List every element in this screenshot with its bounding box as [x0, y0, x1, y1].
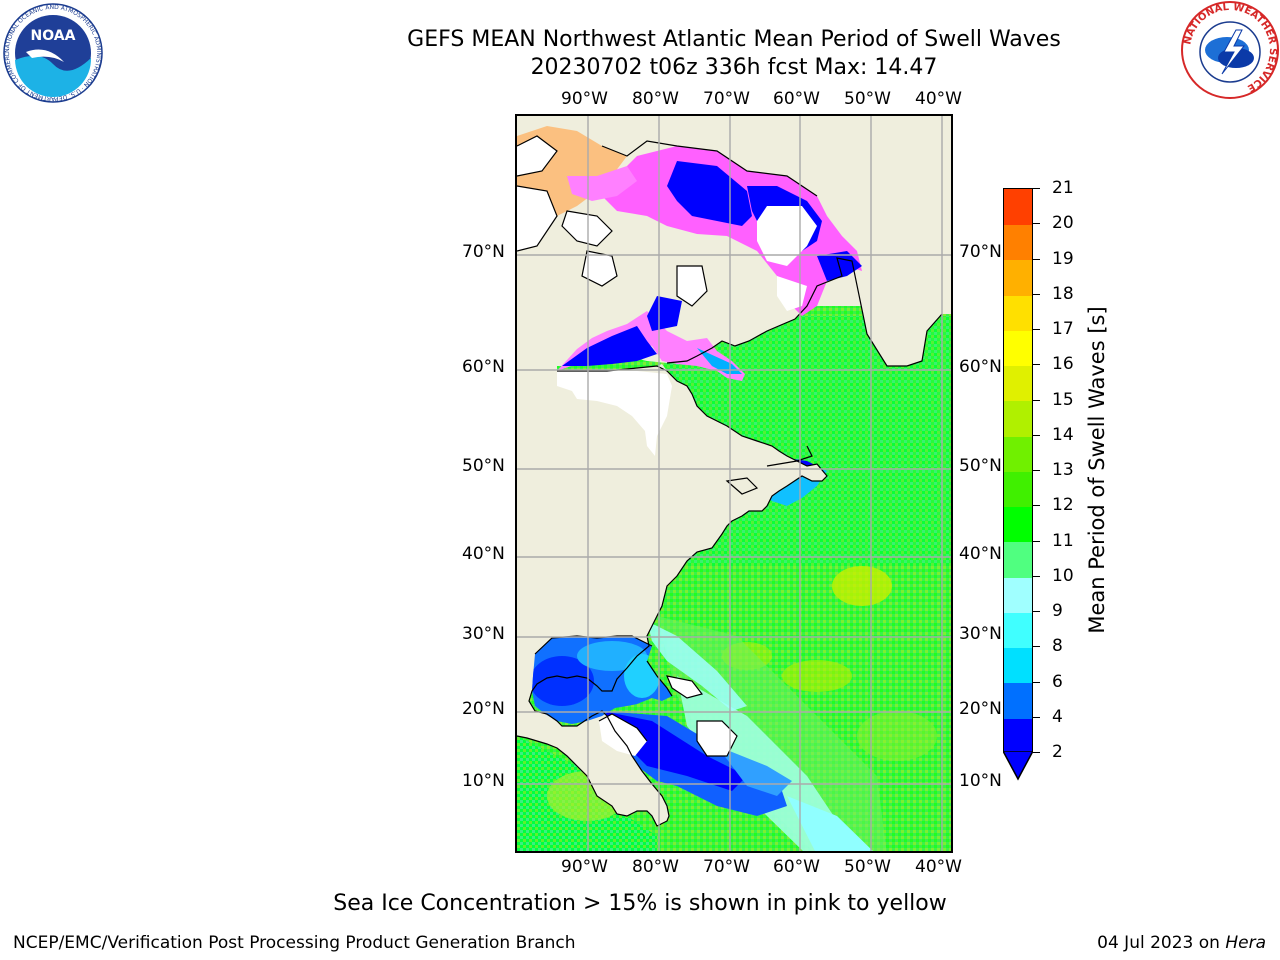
colorbar-segment: [1004, 365, 1032, 402]
colorbar-segment: [1004, 717, 1032, 754]
colorbar-tick: [1033, 470, 1040, 471]
lon-label-bottom: 80°W: [632, 857, 679, 877]
colorbar-tick: [1033, 540, 1040, 542]
noaa-logo-text: NOAA: [31, 28, 76, 44]
colorbar-tick-label: 4: [1052, 706, 1063, 727]
colorbar-tick-label: 15: [1052, 389, 1074, 410]
colorbar-segment: [1004, 647, 1032, 684]
colorbar-segment: [1004, 682, 1032, 719]
lat-label-right: 70°N: [959, 242, 1002, 262]
colorbar-tick: [1033, 293, 1040, 295]
colorbar-tick: [1033, 575, 1040, 577]
colorbar-extend-triangle: [1003, 751, 1033, 781]
colorbar-tick: [1033, 716, 1040, 718]
coastlines: [517, 135, 943, 827]
colorbar-segment: [1004, 576, 1032, 613]
lat-label-right: 40°N: [959, 544, 1002, 564]
lat-label-left: 50°N: [462, 456, 505, 476]
colorbar-tick-label: 21: [1052, 178, 1074, 198]
lon-label-top: 90°W: [561, 89, 608, 109]
lon-label-top: 60°W: [773, 89, 820, 109]
colorbar-tick: [1033, 399, 1040, 401]
colorbar-segment: [1004, 541, 1032, 578]
colorbar-segment: [1004, 259, 1032, 296]
colorbar-segment: [1004, 471, 1032, 507]
colorbar-tick: [1033, 505, 1040, 507]
graticule: [517, 116, 951, 851]
colorbar-tick: [1033, 188, 1040, 189]
lat-label-right: 30°N: [959, 624, 1002, 644]
lat-label-left: 40°N: [462, 544, 505, 564]
lat-label-right: 50°N: [959, 456, 1002, 476]
colorbar-tick-label: 17: [1052, 319, 1074, 339]
colorbar-segment: [1004, 189, 1032, 225]
colorbar-tick-label: 14: [1052, 424, 1074, 445]
colorbar: [1003, 188, 1033, 754]
lon-label-bottom: 40°W: [915, 857, 962, 877]
colorbar-segment: [1004, 224, 1032, 261]
colorbar-segment: [1004, 506, 1032, 543]
lon-label-top: 70°W: [703, 89, 750, 109]
lat-label-left: 30°N: [462, 624, 505, 644]
map-canvas: [517, 116, 951, 851]
colorbar-tick-label: 18: [1052, 283, 1074, 304]
colorbar-segment: [1004, 330, 1032, 366]
sea-ice-caption: Sea Ice Concentration > 15% is shown in …: [333, 891, 947, 916]
lon-label-bottom: 50°W: [844, 857, 891, 877]
colorbar-tick-label: 9: [1052, 601, 1063, 621]
colorbar-tick-label: 19: [1052, 248, 1074, 269]
colorbar-tick-label: 16: [1052, 354, 1074, 375]
colorbar-segment: [1004, 294, 1032, 331]
no-data-regions: [517, 136, 737, 756]
lon-label-bottom: 70°W: [703, 857, 750, 877]
colorbar-tick: [1033, 223, 1040, 225]
noaa-logo: NATIONAL OCEANIC AND ATMOSPHERIC ADMINIS…: [2, 2, 103, 103]
colorbar-tick: [1033, 329, 1040, 330]
plot-subtitle: 20230702 t06z 336h fcst Max: 14.47: [530, 55, 938, 80]
lat-label-left: 70°N: [462, 242, 505, 262]
nws-logo: NATIONAL WEATHER SERVICE: [1181, 1, 1279, 99]
lon-label-bottom: 60°W: [773, 857, 820, 877]
lon-label-top: 80°W: [632, 89, 679, 109]
footer-credit: NCEP/EMC/Verification Post Processing Pr…: [13, 933, 576, 953]
arctic-field: [517, 126, 862, 381]
colorbar-tick: [1033, 646, 1040, 648]
colorbar-segment: [1004, 435, 1032, 472]
map-panel: [515, 114, 953, 853]
colorbar-segment: [1004, 612, 1032, 648]
footer-date: 04 Jul 2023 on Hera: [1097, 933, 1266, 953]
lon-label-top: 40°W: [915, 89, 962, 109]
lat-label-right: 10°N: [959, 771, 1002, 791]
colorbar-tick-label: 6: [1052, 671, 1063, 692]
colorbar-tick: [1033, 681, 1040, 683]
colorbar-tick: [1033, 611, 1040, 612]
footer-date-text: 04 Jul 2023 on: [1097, 933, 1220, 953]
lat-label-right: 60°N: [959, 357, 1002, 377]
colorbar-tick-label: 12: [1052, 495, 1074, 516]
lat-label-right: 20°N: [959, 699, 1002, 719]
lat-label-left: 10°N: [462, 771, 505, 791]
plot-title: GEFS MEAN Northwest Atlantic Mean Period…: [407, 27, 1061, 52]
colorbar-segment: [1004, 400, 1032, 437]
colorbar-tick-label: 2: [1052, 742, 1063, 762]
lon-label-bottom: 90°W: [561, 857, 608, 877]
colorbar-tick-label: 20: [1052, 213, 1074, 234]
colorbar-tick-label: 13: [1052, 460, 1074, 480]
colorbar-tick: [1033, 434, 1040, 436]
colorbar-tick-label: 8: [1052, 636, 1063, 657]
colorbar-tick: [1033, 258, 1040, 260]
colorbar-title: Mean Period of Swell Waves [s]: [1085, 306, 1109, 634]
lat-label-left: 20°N: [462, 699, 505, 719]
footer-host: Hera: [1225, 933, 1266, 953]
lat-label-left: 60°N: [462, 357, 505, 377]
colorbar-tick: [1033, 364, 1040, 366]
colorbar-min-extension: [1003, 751, 1033, 781]
lon-label-top: 50°W: [844, 89, 891, 109]
colorbar-tick-label: 11: [1052, 530, 1074, 551]
colorbar-tick: [1033, 752, 1040, 753]
colorbar-tick-label: 10: [1052, 565, 1074, 586]
